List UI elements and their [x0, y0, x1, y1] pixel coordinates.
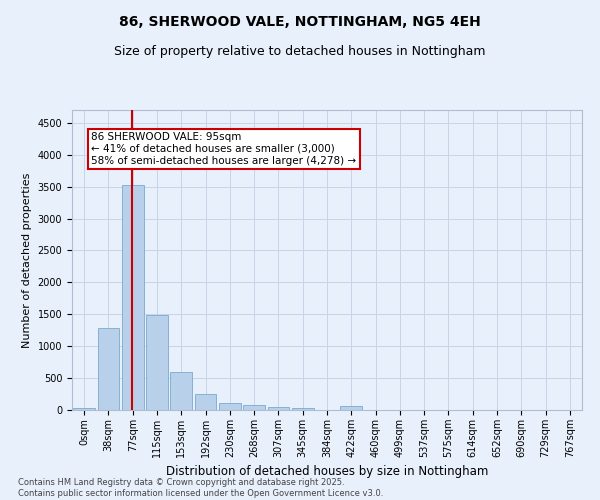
Bar: [194, 394, 217, 410]
Bar: [170, 372, 192, 410]
Bar: [340, 406, 362, 410]
Text: 86, SHERWOOD VALE, NOTTINGHAM, NG5 4EH: 86, SHERWOOD VALE, NOTTINGHAM, NG5 4EH: [119, 15, 481, 29]
Bar: [219, 402, 241, 410]
Text: 86 SHERWOOD VALE: 95sqm
← 41% of detached houses are smaller (3,000)
58% of semi: 86 SHERWOOD VALE: 95sqm ← 41% of detache…: [91, 132, 356, 166]
Text: Size of property relative to detached houses in Nottingham: Size of property relative to detached ho…: [114, 45, 486, 58]
Text: Contains HM Land Registry data © Crown copyright and database right 2025.
Contai: Contains HM Land Registry data © Crown c…: [18, 478, 383, 498]
Bar: [146, 315, 168, 410]
Bar: [97, 328, 119, 410]
X-axis label: Distribution of detached houses by size in Nottingham: Distribution of detached houses by size …: [166, 466, 488, 478]
Y-axis label: Number of detached properties: Number of detached properties: [22, 172, 32, 348]
Bar: [243, 405, 265, 410]
Bar: [268, 407, 289, 410]
Bar: [292, 408, 314, 410]
Bar: [73, 408, 95, 410]
Bar: [122, 184, 143, 410]
